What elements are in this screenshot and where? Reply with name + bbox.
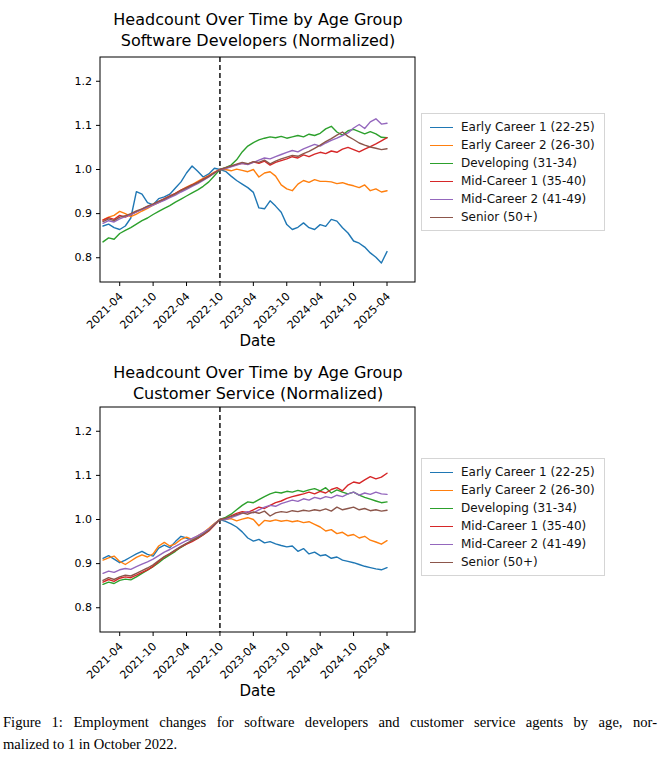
caption-line-1: Figure 1: Employment changes for softwar… <box>3 712 657 734</box>
legend-line-swatch <box>430 472 453 473</box>
y-tick-label: 0.9 <box>75 557 93 570</box>
legend-item-label: Mid-Career 2 (41-49) <box>461 537 586 551</box>
legend-item-label: Mid-Career 1 (35-40) <box>461 174 586 188</box>
y-tick-label: 1.2 <box>75 425 93 438</box>
plot-border <box>100 57 415 282</box>
series-line-early-career-2-26-30 <box>103 518 387 565</box>
y-tick-label: 0.8 <box>75 251 93 264</box>
legend-item-label: Senior (50+) <box>461 210 538 224</box>
legend-line-swatch <box>430 163 453 164</box>
figure-1: Headcount Over Time by Age Group Softwar… <box>0 0 660 759</box>
legend-item-label: Early Career 2 (26-30) <box>461 483 595 497</box>
y-tick-label: 1.2 <box>75 75 93 88</box>
legend-item-label: Senior (50+) <box>461 555 538 569</box>
y-tick-label: 0.9 <box>75 207 93 220</box>
legend-item-mid-career-1-35-40: Mid-Career 1 (35-40) <box>430 174 595 188</box>
legend-item-label: Mid-Career 1 (35-40) <box>461 519 586 533</box>
legend-line-swatch <box>430 490 453 491</box>
y-tick-label: 1.1 <box>75 469 93 482</box>
x-axis-label: Date <box>240 332 276 350</box>
series-line-developing-31-34 <box>103 126 387 242</box>
legend-software-developers: Early Career 1 (22-25) Early Career 2 (26… <box>421 113 605 231</box>
legend-line-swatch <box>430 199 453 200</box>
legend-item-label: Developing (31-34) <box>461 156 577 170</box>
legend-item-label: Early Career 2 (26-30) <box>461 138 595 152</box>
y-tick-label: 0.8 <box>75 601 93 614</box>
legend-item-senior-50: Senior (50+) <box>430 555 595 569</box>
legend-item-label: Developing (31-34) <box>461 501 577 515</box>
figure-caption: Figure 1: Employment changes for softwar… <box>3 712 657 755</box>
software-developers-chart-block: Headcount Over Time by Age Group Softwar… <box>0 0 660 352</box>
plot-border <box>100 407 415 632</box>
x-tick-label: 2025-04 <box>351 290 393 332</box>
legend-item-mid-career-2-41-49: Mid-Career 2 (41-49) <box>430 537 595 551</box>
legend-line-swatch <box>430 181 453 182</box>
legend-item-label: Early Career 1 (22-25) <box>461 120 595 134</box>
legend-item-early-career-2-26-30: Early Career 2 (26-30) <box>430 138 595 152</box>
y-tick-label: 1.0 <box>75 513 93 526</box>
legend-item-label: Mid-Career 2 (41-49) <box>461 192 586 206</box>
legend-line-swatch <box>430 508 453 509</box>
legend-item-mid-career-2-41-49: Mid-Career 2 (41-49) <box>430 192 595 206</box>
legend-item-senior-50: Senior (50+) <box>430 210 595 224</box>
legend-line-swatch <box>430 127 453 128</box>
y-tick-label: 1.1 <box>75 119 93 132</box>
legend-line-swatch <box>430 544 453 545</box>
legend-line-swatch <box>430 145 453 146</box>
series-line-early-career-1-22-25 <box>103 166 387 263</box>
legend-line-swatch <box>430 217 453 218</box>
legend-item-label: Early Career 1 (22-25) <box>461 465 595 479</box>
caption-line-2: malized to 1 in October 2022. <box>3 734 657 756</box>
legend-item-early-career-1-22-25: Early Career 1 (22-25) <box>430 465 595 479</box>
series-line-mid-career-1-35-40 <box>103 473 387 582</box>
legend-item-developing-31-34: Developing (31-34) <box>430 156 595 170</box>
legend-item-early-career-1-22-25: Early Career 1 (22-25) <box>430 120 595 134</box>
y-tick-label: 1.0 <box>75 163 93 176</box>
series-line-early-career-2-26-30 <box>103 169 387 220</box>
legend-item-mid-career-1-35-40: Mid-Career 1 (35-40) <box>430 519 595 533</box>
customer-service-chart-block: Headcount Over Time by Age Group Custome… <box>0 350 660 702</box>
legend-item-early-career-2-26-30: Early Career 2 (26-30) <box>430 483 595 497</box>
legend-item-developing-31-34: Developing (31-34) <box>430 501 595 515</box>
x-tick-label: 2025-04 <box>351 640 393 682</box>
legend-customer-service: Early Career 1 (22-25) Early Career 2 (26… <box>421 458 605 576</box>
legend-line-swatch <box>430 526 453 527</box>
legend-line-swatch <box>430 562 453 563</box>
series-line-developing-31-34 <box>103 488 387 585</box>
x-axis-label: Date <box>240 682 276 700</box>
